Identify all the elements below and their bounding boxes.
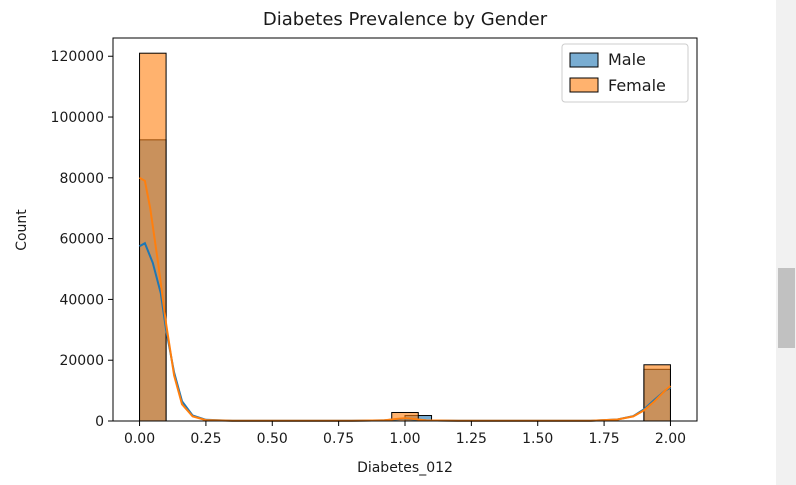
bar-female-2 <box>643 364 671 422</box>
y-tick-label: 40000 <box>59 292 104 308</box>
x-tick-label: 0.50 <box>257 431 288 447</box>
scrollbar-track[interactable] <box>776 0 796 485</box>
x-tick-label: 0.75 <box>323 431 354 447</box>
y-tick-label: 20000 <box>59 353 104 369</box>
legend: Male Female <box>561 43 689 103</box>
x-tick-label: 1.50 <box>522 431 553 447</box>
legend-label-male: Male <box>608 50 646 69</box>
legend-swatch-male <box>569 52 599 68</box>
y-tick-label: 100000 <box>51 110 104 126</box>
kde-line-male <box>139 241 671 422</box>
scrollbar-thumb[interactable] <box>778 268 795 348</box>
y-axis: 0 20000 40000 60000 80000 100000 120000 <box>51 49 113 430</box>
legend-swatch-female <box>569 77 599 93</box>
y-tick-label: 60000 <box>59 232 104 248</box>
x-axis-label: Diabetes_012 <box>357 460 453 476</box>
y-tick-label: 120000 <box>51 49 104 65</box>
x-tick-label: 1.25 <box>456 431 487 447</box>
legend-label-female: Female <box>608 76 666 95</box>
x-axis: 0.00 0.25 0.50 0.75 1.00 1.25 1.50 1.75 2.00 <box>124 421 686 447</box>
y-tick-label: 0 <box>95 414 104 430</box>
x-tick-label: 2.00 <box>655 431 686 447</box>
x-tick-label: 0.25 <box>190 431 221 447</box>
x-tick-label: 1.00 <box>389 431 420 447</box>
chart-title: Diabetes Prevalence by Gender <box>263 9 548 30</box>
y-axis-label: Count <box>14 209 30 251</box>
kde-line-female <box>139 176 672 422</box>
plot-area <box>139 52 672 422</box>
y-tick-label: 80000 <box>59 171 104 187</box>
x-tick-label: 1.75 <box>589 431 620 447</box>
x-tick-label: 0.00 <box>124 431 155 447</box>
histogram-chart: Diabetes Prevalence by Gender 0.00 0.25 0.… <box>14 9 698 476</box>
bar-female-0 <box>139 52 167 422</box>
